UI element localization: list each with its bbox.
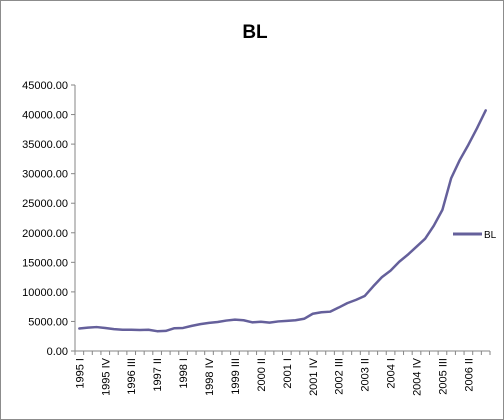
y-tick-label: 10000.00 (22, 287, 68, 299)
y-tick-label: 15000.00 (22, 257, 68, 269)
series-line-bl (78, 109, 487, 333)
x-tick-label: 1995 I (74, 358, 86, 389)
y-tick-label: 5000.00 (28, 316, 68, 328)
x-tick-label: 2004 IV (412, 357, 424, 396)
x-tick-label: 2002 III (334, 358, 346, 395)
y-tick-label: 25000.00 (22, 198, 68, 210)
x-tick-label: 2001 IV (308, 357, 320, 396)
y-tick-label: 0.00 (47, 346, 68, 358)
x-tick-label: 2004 I (386, 358, 398, 389)
series-layer (78, 109, 487, 333)
x-tick-label: 1998 I (178, 358, 190, 389)
legend: BL (453, 230, 497, 241)
x-tick-label: 1995 IV (100, 357, 112, 396)
x-tick-label: 2005 III (437, 358, 449, 395)
x-tick-label: 1996 III (126, 358, 138, 395)
chart-title: BL (242, 22, 268, 43)
x-tick-label: 2003 II (360, 358, 372, 392)
x-tick-label: 2000 II (256, 358, 268, 392)
y-tick-label: 40000.00 (22, 110, 68, 122)
y-tick-label: 35000.00 (22, 139, 68, 151)
y-tick-label: 45000.00 (22, 80, 68, 92)
x-tick-label: 2001 I (282, 358, 294, 389)
x-tick-label: 1999 III (230, 358, 242, 395)
x-tick-label: 1998 IV (204, 357, 216, 396)
x-tick-label: 1997 II (152, 358, 164, 392)
x-axis: 1995 I 1995 IV 1996 III 1997 II 1998 I 1998 I… (74, 350, 491, 396)
y-axis: 0.00 5000.00 10000.00 15000.00 20000.00 25000… (22, 80, 76, 358)
y-tick-label: 30000.00 (22, 169, 68, 181)
legend-label: BL (484, 230, 497, 241)
x-tick-label: 2006 II (463, 358, 475, 392)
y-tick-label: 20000.00 (22, 228, 68, 240)
